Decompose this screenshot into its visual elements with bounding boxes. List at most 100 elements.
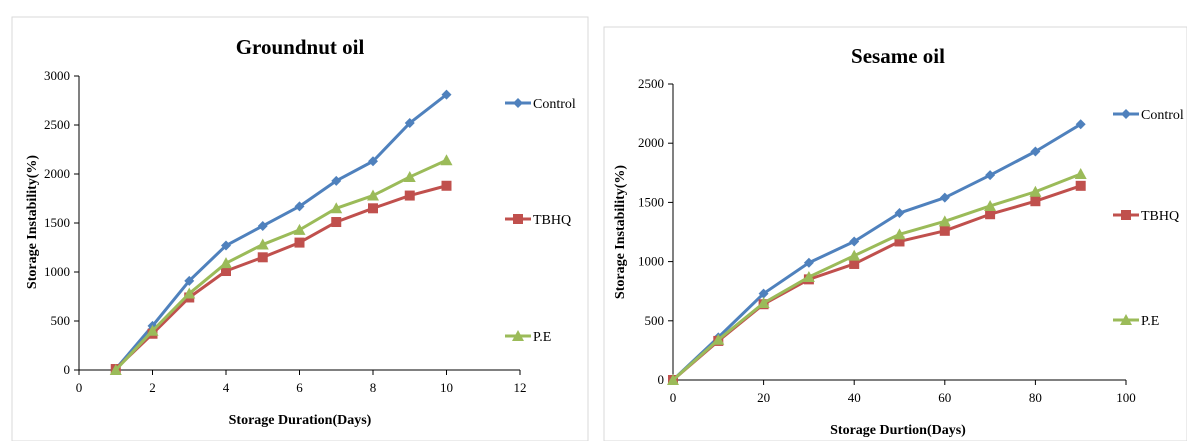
x-axis-title: Storage Duration(Days) <box>229 413 372 428</box>
tbhq-point-7 <box>368 203 378 214</box>
pe-point-9 <box>1074 167 1087 179</box>
control-point-5 <box>294 201 305 212</box>
series-pe <box>109 154 453 375</box>
control-point-3 <box>221 240 231 251</box>
series-line-tbhq <box>114 184 447 371</box>
x-tick-label: 2 <box>149 380 156 395</box>
control-point-4 <box>849 236 860 247</box>
x-tick-label: 8 <box>370 380 377 395</box>
control-point-8 <box>1030 146 1041 157</box>
control-point-3 <box>803 257 814 268</box>
tbhq-point-9 <box>441 180 452 191</box>
x-tick-label: 10 <box>440 380 453 395</box>
x-tick-label: 12 <box>514 380 527 395</box>
x-tick-label: 0 <box>670 390 677 405</box>
pe-point-7 <box>367 189 379 201</box>
tbhq-point-5 <box>294 237 305 248</box>
legend-label: Control <box>1141 108 1184 123</box>
pe-point-9 <box>440 154 453 166</box>
chart-title: Sesame oil <box>851 44 945 68</box>
y-axis-title: Storage Instability(%) <box>613 165 628 300</box>
legend-label: Control <box>533 97 576 112</box>
control-point-4 <box>257 220 268 231</box>
control-point-2 <box>758 288 769 299</box>
legend-pe-point-0 <box>512 330 524 341</box>
tbhq-point-4 <box>849 258 860 269</box>
x-tick-label: 60 <box>938 390 951 405</box>
legend-item-control: Control <box>1113 108 1184 123</box>
y-tick-label: 2000 <box>638 135 664 150</box>
pe-point-3 <box>220 257 232 269</box>
pe-point-0 <box>109 364 122 375</box>
y-tick-label: 1000 <box>638 254 664 269</box>
y-tick-label: 0 <box>658 372 665 387</box>
series-line-control <box>114 93 448 370</box>
y-axis-title: Storage Instability(%) <box>25 155 40 290</box>
control-point-7 <box>368 156 378 167</box>
tbhq-point-8 <box>404 190 415 201</box>
control-point-2 <box>184 275 195 286</box>
sesame-oil-chart: Sesame oil 0 500 1000 1500 2000 2500 0 20 40 60 80 1… <box>613 44 1184 438</box>
legend-pe-point-0 <box>1120 314 1132 325</box>
x-tick-label: 6 <box>296 380 303 395</box>
pe-point-4 <box>848 249 861 261</box>
x-axis-title: Storage Durtion(Days) <box>830 423 966 438</box>
control-point-9 <box>1075 119 1086 130</box>
legend-control-point-0 <box>1121 109 1131 119</box>
control-point-6 <box>939 192 950 203</box>
pe-point-2 <box>757 297 770 309</box>
tbhq-point-5 <box>894 236 905 247</box>
pe-point-1 <box>712 333 725 345</box>
y-tick-label: 1000 <box>44 264 70 279</box>
legend-item-control: Control <box>505 97 576 112</box>
control-point-6 <box>331 175 342 186</box>
y-tick-label: 500 <box>645 313 665 328</box>
series-control <box>668 119 1086 385</box>
tbhq-point-4 <box>257 252 268 263</box>
legend-item-tbhq: TBHQ <box>1113 209 1179 224</box>
pe-point-6 <box>938 215 951 227</box>
pe-point-5 <box>293 223 306 235</box>
legend-control-point-0 <box>513 98 523 108</box>
legend-label: P.E <box>533 330 551 345</box>
control-point-5 <box>894 208 905 219</box>
x-tick-label: 80 <box>1029 390 1042 405</box>
x-tick-label: 40 <box>848 390 861 405</box>
legend-tbhq-point-0 <box>1121 210 1131 220</box>
series-pe <box>667 167 1087 385</box>
pe-point-3 <box>802 270 815 282</box>
tbhq-point-6 <box>331 217 342 228</box>
y-tick-label: 500 <box>51 313 71 328</box>
legend-label: P.E <box>1141 314 1159 329</box>
x-tick-label: 4 <box>223 380 230 395</box>
pe-point-4 <box>256 238 269 250</box>
pe-point-7 <box>984 199 997 211</box>
series-line-pe <box>672 172 1082 382</box>
tbhq-point-8 <box>1030 196 1041 207</box>
y-tick-label: 1500 <box>638 194 664 209</box>
control-point-9 <box>441 89 452 100</box>
pe-point-8 <box>403 170 416 182</box>
legend-label: TBHQ <box>1141 209 1179 224</box>
series-line-control <box>671 122 1082 382</box>
pe-point-1 <box>146 324 159 336</box>
pe-point-8 <box>1029 185 1042 197</box>
x-tick-label: 20 <box>757 390 770 405</box>
legend-item-pe: P.E <box>505 330 551 345</box>
y-tick-label: 1500 <box>44 215 70 230</box>
y-tick-label: 2000 <box>44 166 70 181</box>
tbhq-point-3 <box>221 266 231 277</box>
tbhq-point-6 <box>939 225 950 236</box>
pe-point-2 <box>183 287 196 299</box>
pe-point-0 <box>667 374 679 385</box>
tbhq-point-9 <box>1075 180 1086 191</box>
chart-title: Groundnut oil <box>236 35 365 59</box>
legend-tbhq-point-0 <box>513 214 523 224</box>
legend-label: TBHQ <box>533 213 571 228</box>
tbhq-point-7 <box>985 209 996 220</box>
y-tick-label: 2500 <box>638 76 664 91</box>
y-tick-label: 3000 <box>44 68 70 83</box>
y-tick-label: 2500 <box>44 117 70 132</box>
series-line-pe <box>114 158 448 372</box>
